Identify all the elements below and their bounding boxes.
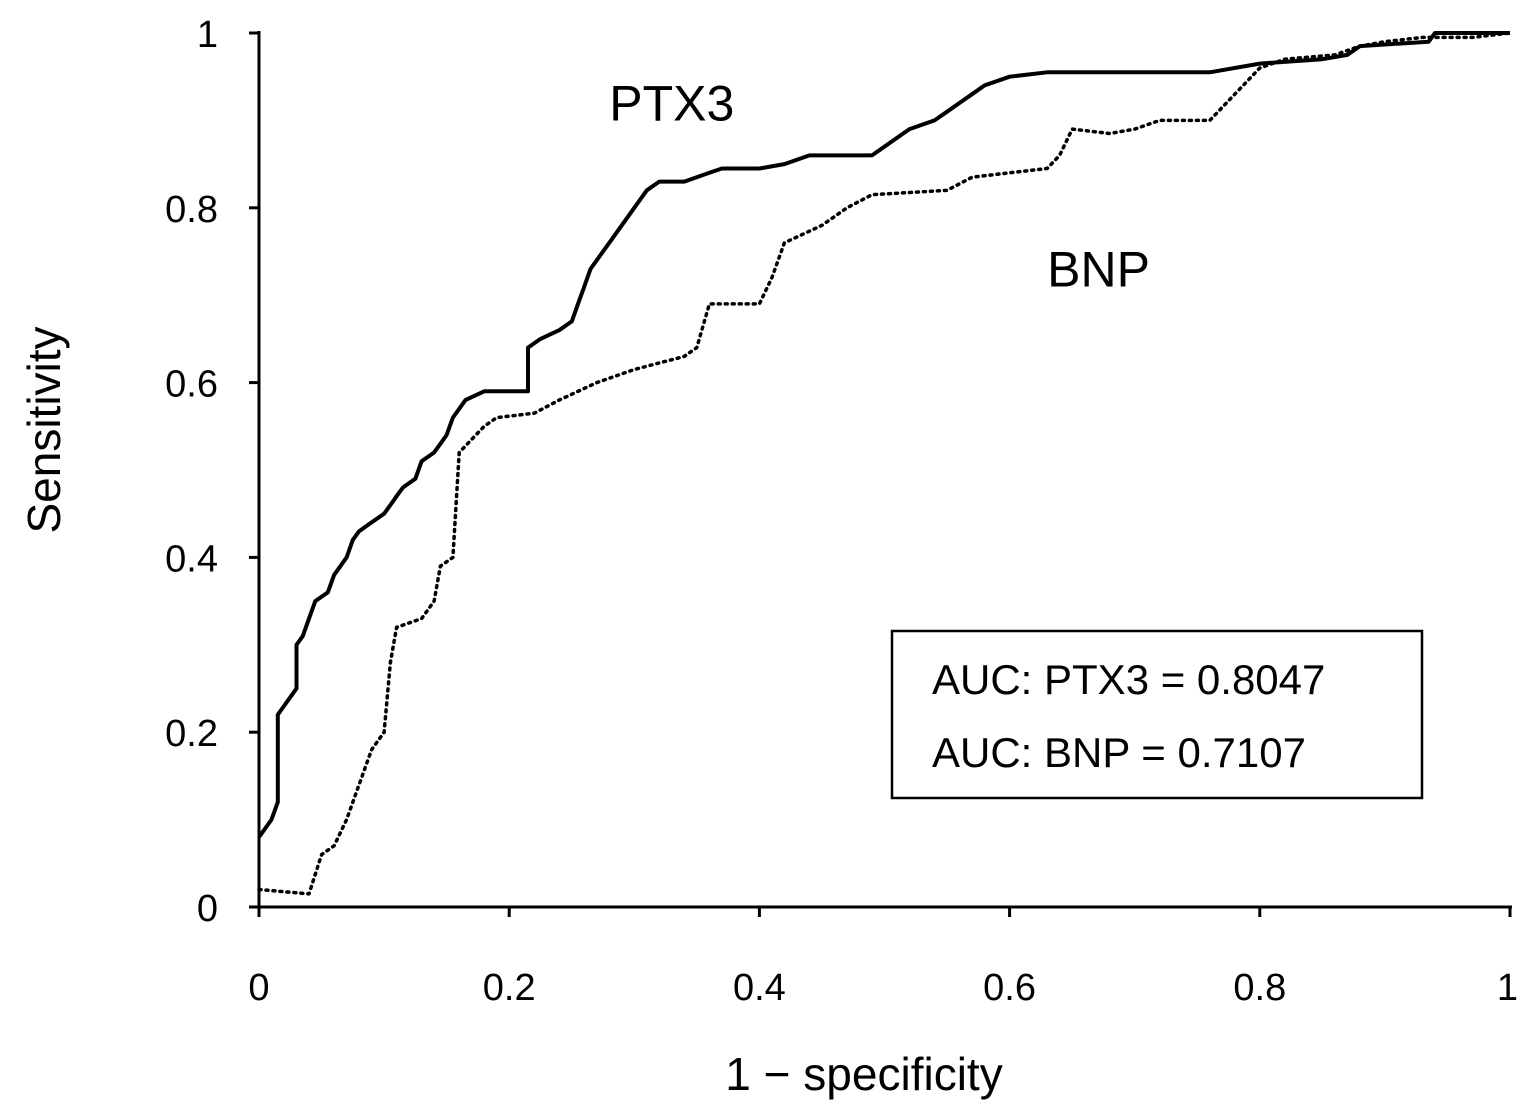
series-line-ptx3 (257, 31, 1510, 839)
auc-ptx3-text: AUC: PTX3 = 0.8047 (932, 656, 1325, 703)
y-tick-label: 0.8 (165, 189, 218, 231)
y-tick-label: 1 (197, 14, 218, 56)
series-lines (257, 31, 1512, 896)
x-tick-label: 0.8 (1233, 967, 1286, 1009)
auc-bnp-text: AUC: BNP = 0.7107 (932, 729, 1306, 776)
series-label-ptx3: PTX3 (609, 75, 734, 131)
series-labels: PTX3 BNP (609, 75, 1150, 297)
x-tick-label: 0 (248, 967, 269, 1009)
x-tick-label: 0.4 (733, 967, 786, 1009)
auc-box-frame (890, 629, 1424, 800)
x-tick-label: 1 (1497, 967, 1518, 1009)
y-axis-title: Sensitivity (18, 326, 70, 533)
y-tick-label: 0.6 (165, 364, 218, 406)
x-axis-title: 1 − specificity (725, 1048, 1002, 1100)
series-label-bnp: BNP (1047, 241, 1150, 297)
y-tick-label: 0 (197, 888, 218, 930)
x-tick-label: 0.6 (983, 967, 1036, 1009)
y-tick-label: 0.4 (165, 538, 218, 580)
auc-box: AUC: PTX3 = 0.8047 AUC: BNP = 0.7107 (890, 629, 1424, 800)
series-line-bnp (257, 31, 1512, 896)
y-tick-label: 0.2 (165, 713, 218, 755)
axes: 0 0.2 0.4 0.6 0.8 1 0 0.2 0.4 0.6 0.8 1 (165, 14, 1518, 1009)
x-tick-label: 0.2 (483, 967, 536, 1009)
